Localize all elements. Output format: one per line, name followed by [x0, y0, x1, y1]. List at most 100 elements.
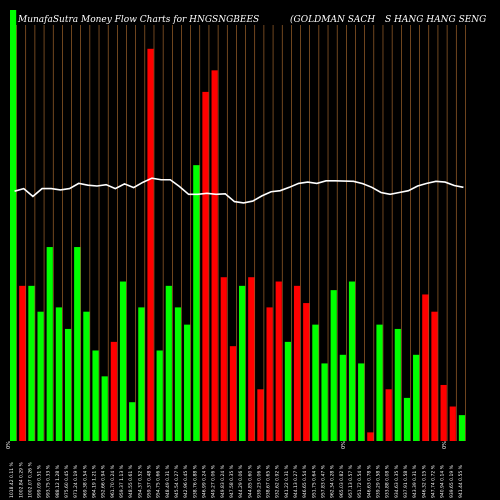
- x-tick-label: 947.74 0.72 %: [430, 464, 436, 498]
- x-tick-label: 932.62 0.92 %: [275, 464, 281, 498]
- x-tick-label: 946.32 0.15 %: [421, 464, 427, 498]
- money-flow-bar: [431, 311, 438, 441]
- money-flow-bar: [367, 432, 374, 441]
- money-flow-bar: [385, 389, 392, 441]
- money-flow-bar: [184, 324, 191, 441]
- money-flow-bar: [74, 247, 81, 441]
- money-flow-bar: [339, 354, 346, 441]
- money-flow-bar: [119, 281, 127, 441]
- x-tick-label: 941.22 0.31 %: [284, 464, 290, 498]
- money-flow-bar: [257, 389, 264, 441]
- money-flow-bar: [403, 397, 411, 441]
- company-name-cont: S HANG HANG SENG: [385, 15, 486, 25]
- money-flow-bar: [248, 277, 255, 441]
- money-flow-bar: [19, 285, 26, 441]
- x-tick-label: 934.63 0.35 %: [394, 464, 400, 498]
- money-flow-bar: [275, 281, 282, 441]
- x-tick-label: 938.76 0.88 %: [192, 464, 198, 498]
- x-tick-label: 933.88 0.08 %: [385, 464, 391, 498]
- line-layer: [14, 177, 464, 204]
- chart-title: MunafaSutra Money Flow Charts for HNGSNG…: [17, 15, 259, 25]
- price-line: [14, 177, 464, 204]
- x-tick-label: 946.65 0.54 %: [302, 464, 308, 498]
- money-flow-bar: [376, 324, 383, 441]
- money-flow-bar: [330, 290, 337, 441]
- money-flow-bar: [266, 307, 273, 441]
- x-tick-label: 947.58 0.35 %: [229, 464, 235, 498]
- x-tick-label: 961.70 0.24 %: [110, 464, 116, 498]
- x-tick-label: 939.65 0.19 %: [449, 464, 455, 498]
- x-tick-label: 938.67 0.65 %: [266, 464, 272, 498]
- x-tick-label: 959.37 1.13 %: [119, 464, 125, 498]
- money-flow-bar: [413, 354, 420, 441]
- x-tick-label: 957.13 0.57 %: [348, 464, 354, 498]
- money-flow-bar: [358, 363, 365, 441]
- money-flow-bar: [202, 91, 209, 441]
- money-flow-bar: [55, 307, 62, 441]
- x-tick-label: 975.60 0.45 %: [64, 464, 70, 498]
- x-tick-label: 951.75 0.64 %: [311, 464, 317, 498]
- x-tick-label: 944.29 0.06 %: [238, 464, 244, 498]
- money-flow-bar: [458, 415, 466, 441]
- x-tick-label: 954.75 0.66 %: [156, 464, 162, 498]
- x-tick-label: 965.03 0.82 %: [339, 464, 345, 498]
- x-tick-label: 959.37 0.48 %: [147, 464, 153, 498]
- x-tick-label: 940.94 0.14 %: [440, 464, 446, 498]
- x-tick-label: 939.29 0.58 %: [376, 464, 382, 498]
- money-flow-bar: [110, 341, 117, 441]
- x-tick-label: 952.66 0.94 %: [101, 464, 107, 498]
- x-tick-label: 942.96 0.45 %: [183, 464, 189, 498]
- x-tick-label: 988.12 1.28 %: [55, 464, 61, 498]
- x-tick-label: 1002.07 0.26 %: [27, 462, 33, 498]
- money-flow-bar: [293, 285, 301, 441]
- money-flow-bar: [165, 285, 172, 441]
- zero-label: 0%: [341, 441, 347, 449]
- money-flow-bar: [229, 346, 237, 441]
- zero-label: 0%: [442, 441, 448, 449]
- money-flow-bar: [220, 277, 227, 441]
- money-flow-bar: [449, 406, 456, 441]
- x-tick-label: 946.99 0.24 %: [201, 464, 207, 498]
- money-flow-bar: [10, 10, 17, 441]
- money-flow-bar: [303, 303, 310, 441]
- x-tick-label: 969.38 0.54 %: [82, 464, 88, 498]
- x-tick-label: 937.91 0.58 %: [403, 464, 409, 498]
- x-tick-label: 943.39 0.31 %: [412, 464, 418, 498]
- money-flow-bar: [101, 376, 108, 441]
- bar-layer: [10, 10, 466, 441]
- x-tick-label: 957.83 0.47 %: [321, 464, 327, 498]
- money-flow-bar: [83, 311, 90, 441]
- money-flow-bar: [129, 402, 136, 441]
- money-flow-bar: [193, 165, 200, 441]
- x-tick-label: 949.27 0.06 %: [211, 464, 217, 498]
- money-flow-bar: [174, 307, 182, 441]
- x-tick-label: 941.44 0.55 %: [458, 464, 464, 498]
- x-tick-label: 939.23 0.06 %: [256, 464, 262, 498]
- money-flow-bar: [211, 70, 218, 441]
- x-tick-label: 964.19 1.21 %: [92, 464, 98, 498]
- x-tick-label: 971.24 0.19 %: [73, 464, 79, 498]
- money-flow-bar: [37, 311, 44, 441]
- company-name: (GOLDMAN SACH: [290, 14, 375, 25]
- x-tick-label: 1002.84 0.29 %: [18, 462, 24, 498]
- money-flow-bar: [64, 328, 72, 441]
- money-flow-bar: [348, 281, 356, 441]
- x-tick-label: 948.55 0.61 %: [128, 464, 134, 498]
- money-flow-bar: [312, 324, 319, 441]
- money-flow-bar: [92, 350, 99, 441]
- money-flow-bar: [156, 350, 163, 441]
- x-tick-label: 946.63 0.78 %: [366, 464, 372, 498]
- money-flow-bar: [321, 363, 328, 441]
- x-tick-label: 944.13 0.27 %: [293, 464, 299, 498]
- money-flow-bar: [394, 328, 401, 441]
- x-tick-label: 962.34 0.28 %: [330, 464, 336, 498]
- x-tick-label: 1018.42 0.11 %: [9, 462, 15, 498]
- money-flow-bar: [284, 341, 291, 441]
- money-flow-bar: [46, 247, 53, 441]
- x-tick-label: 944.85 0.60 %: [247, 464, 253, 498]
- money-flow-bar: [440, 384, 447, 441]
- x-tick-label: 999.09 0.51 %: [37, 464, 43, 498]
- grid-layer: [16, 25, 466, 441]
